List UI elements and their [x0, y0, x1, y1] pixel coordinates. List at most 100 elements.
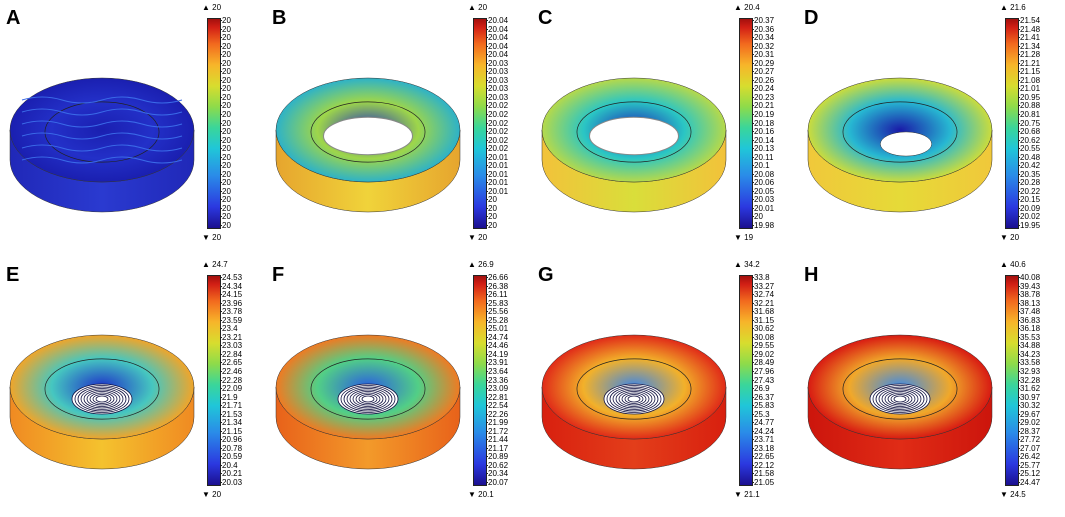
figure-panel: A ▲ 20 20 20 20 20 20 20 20 20 20 20 20 20 20 20 20 20 20 2…	[0, 0, 266, 257]
colorbar-tick-label: 20.4	[220, 460, 238, 470]
colorbar-tick-label: 20.13	[751, 144, 775, 154]
colorbar-tick-label: 20.19	[751, 109, 775, 119]
colorbar-tick-label: 20.89	[485, 452, 509, 462]
colorbar-tick-label: 20.75	[1017, 118, 1041, 128]
colorbar-tick-label: 20.28	[1017, 178, 1041, 188]
contour-line	[349, 389, 387, 409]
colorbar-tick-label: 31.62	[1017, 384, 1041, 394]
colorbar-tick-label: 20	[220, 152, 231, 162]
colorbar-tick-label: 27.43	[751, 375, 775, 385]
contour-line	[86, 391, 118, 407]
colorbar-tick-label: 20.18	[751, 118, 775, 128]
colorbar-tick-label: 20.37	[751, 16, 775, 25]
colorbar-tick-label: 23.91	[485, 358, 509, 368]
colorbar-tick-label: 20.14	[751, 135, 775, 145]
colorbar-tick-label: 25.01	[485, 324, 509, 334]
colorbar-tick-label: 28.49	[751, 358, 775, 368]
contour-line	[615, 389, 653, 409]
colorbar	[207, 275, 221, 486]
ring-model	[807, 334, 993, 470]
colorbar-tick-label: 29.55	[751, 341, 775, 351]
colorbar-tick-label: 20.03	[485, 67, 509, 77]
contour-line	[872, 385, 928, 413]
colorbar-tick-label: 20.23	[751, 92, 775, 102]
colorbar-tick-label: 20	[220, 127, 231, 137]
surface-streak	[21, 120, 183, 128]
colorbar	[473, 18, 487, 229]
colorbar-tick-label: 21.01	[1017, 84, 1041, 94]
surface-streak	[21, 108, 183, 116]
colorbar-tick-label: 20.24	[751, 84, 775, 94]
figure-panel: F ▲ 26.9 26.66 26.38 26.11 25.83 25.56 25.28 25.…	[266, 257, 532, 514]
colorbar-tick-label: 20	[220, 118, 231, 128]
colorbar	[207, 18, 221, 229]
colorbar-tick-label: 37.48	[1017, 307, 1041, 317]
colorbar-min-label: ▼ 20	[1000, 233, 1020, 242]
colorbar	[739, 18, 753, 229]
colorbar-tick-label: 21.99	[485, 418, 509, 428]
ring-model	[541, 77, 727, 213]
surface-streak	[21, 96, 183, 104]
colorbar-tick-label: 27.72	[1017, 435, 1041, 445]
panel-letter: E	[6, 264, 20, 286]
colorbar-tick-label: 22.09	[219, 384, 243, 394]
colorbar-tick-label: 21.05	[751, 478, 775, 487]
colorbar-tick-label: 20.03	[485, 58, 509, 68]
colorbar-tick-label: 21.54	[1017, 16, 1041, 25]
colorbar-tick-label: 20	[220, 41, 231, 51]
colorbar-tick-label: 21.21	[1017, 58, 1041, 68]
ring-inner-rim	[842, 358, 958, 420]
colorbar-tick-label: 39.43	[1017, 281, 1041, 291]
colorbar-tick-label: 25.12	[1017, 469, 1041, 479]
colorbar-tick-label: 20.09	[1017, 203, 1041, 213]
colorbar-tick-label: 35.53	[1017, 332, 1041, 342]
colorbar-tick-label: 21.08	[1017, 75, 1041, 85]
colorbar-tick-label: 34.23	[1017, 349, 1041, 359]
colorbar-tick-label: 20	[486, 203, 497, 213]
colorbar-tick-label: 20	[220, 75, 231, 85]
colorbar-tick-label: 21.44	[485, 435, 509, 445]
contour-line	[612, 388, 656, 410]
colorbar-tick-label: 25.83	[751, 401, 775, 411]
colorbar-tick-label: 23.96	[219, 298, 243, 308]
ring-center-hole	[880, 131, 932, 157]
surface-streak	[21, 144, 183, 152]
colorbar-tick-label: 20.06	[751, 178, 775, 188]
colorbar-min-label: ▼ 20	[202, 233, 222, 242]
contour-line	[624, 394, 644, 404]
contour-line	[890, 394, 910, 404]
contour-line	[887, 392, 913, 406]
colorbar-tick-label: 25.77	[1017, 460, 1041, 470]
colorbar-max-label: ▲ 20	[468, 3, 488, 12]
colorbar-tick-label: 20.04	[485, 24, 509, 34]
colorbar-tick-label: 21.34	[219, 418, 243, 428]
colorbar-tick-label: 24.15	[219, 290, 243, 300]
colorbar-tick-label: 22.81	[485, 392, 509, 402]
colorbar-tick-label: 21.71	[219, 401, 243, 411]
colorbar-tick-label: 24.74	[485, 332, 509, 342]
colorbar-tick-label: 20	[220, 24, 231, 34]
colorbar-tick-label: 23.59	[219, 315, 243, 325]
panel-letter: B	[272, 7, 287, 29]
contour-line	[893, 395, 907, 403]
colorbar-tick-label: 30.97	[1017, 392, 1041, 402]
colorbar-tick-label: 20	[220, 161, 231, 171]
ring-model	[9, 334, 195, 470]
colorbar-tick-label: 19.95	[1017, 221, 1041, 230]
colorbar-ticks: 20.37 20.36 20.34 20.32 20.31 20.29 20.27 20.26…	[751, 16, 798, 230]
panel-letter: C	[538, 7, 553, 29]
colorbar-tick-label: 20	[220, 50, 231, 60]
colorbar-tick-label: 20	[220, 67, 231, 77]
colorbar-tick-label: 20	[220, 195, 231, 205]
colorbar-tick-label: 23.71	[751, 435, 775, 445]
colorbar-min-label: ▼ 20	[468, 233, 488, 242]
colorbar-tick-label: 31.68	[751, 307, 775, 317]
colorbar-tick-label: 20	[220, 84, 231, 94]
ring-top-face	[9, 77, 195, 183]
colorbar-tick-label: 20	[752, 212, 763, 222]
colorbar-tick-label: 20.01	[485, 178, 509, 188]
colorbar-max-label: ▲ 40.6	[1000, 260, 1026, 269]
colorbar-tick-label: 26.11	[485, 290, 508, 300]
colorbar-tick-label: 20	[220, 33, 231, 43]
figure-panel: C ▲ 20.4 20.37 20.36 20.34 20.32 20.31 20.29 20.…	[532, 0, 798, 257]
